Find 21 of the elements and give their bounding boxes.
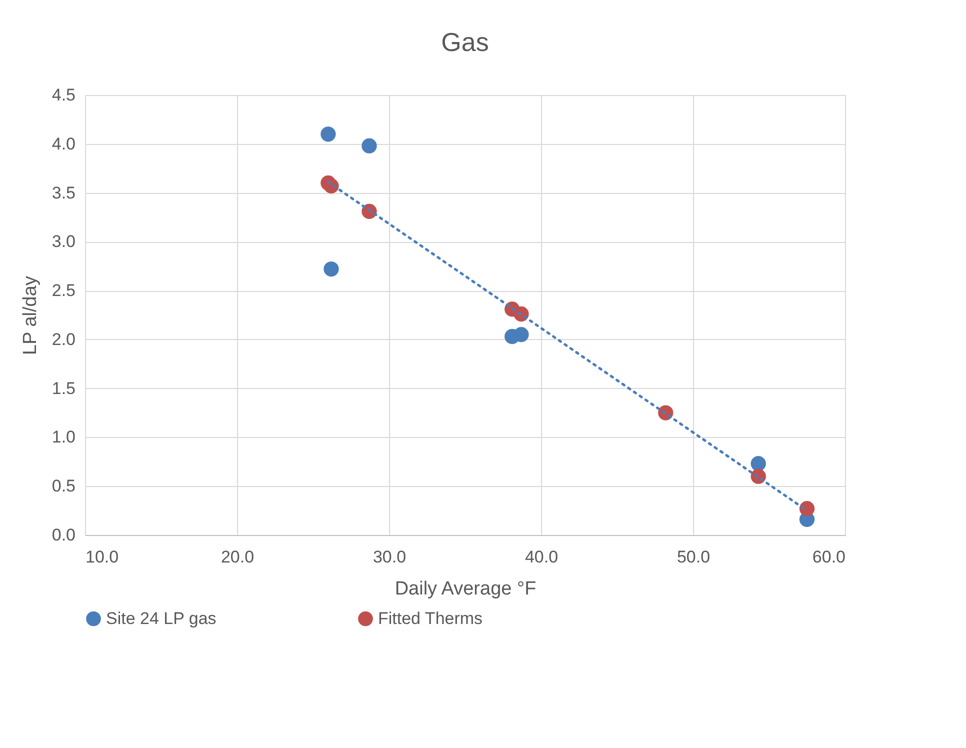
x-tick-label: 10.0: [86, 548, 119, 566]
legend-label: Site 24 LP gas: [106, 608, 216, 628]
y-tick-label: 0.0: [52, 526, 76, 544]
x-axis-title: Daily Average °F: [394, 578, 536, 600]
x-tick-label: 20.0: [220, 548, 254, 566]
y-tick-label: 3.0: [52, 232, 76, 252]
x-tick-label: 40.0: [524, 548, 558, 566]
y-tick-label: 2.0: [52, 330, 76, 349]
x-tick-label: 30.0: [372, 548, 406, 566]
y-tick-label: 0.5: [52, 476, 76, 496]
y-tick-label: 1.5: [52, 378, 76, 398]
x-tick-label: 50.0: [676, 548, 710, 566]
y-tick-label: 2.5: [52, 281, 76, 300]
y-tick-label: 1.0: [52, 428, 76, 447]
chart-title: Gas: [441, 27, 489, 57]
y-axis-title: LP al/day: [20, 276, 41, 355]
y-tick-label: 4.5: [52, 86, 76, 104]
y-tick-label: 4.0: [52, 134, 76, 154]
legend-label: Fitted Therms: [378, 608, 483, 628]
y-tick-label: 3.5: [52, 183, 76, 202]
x-tick-label: 60.0: [812, 548, 846, 566]
